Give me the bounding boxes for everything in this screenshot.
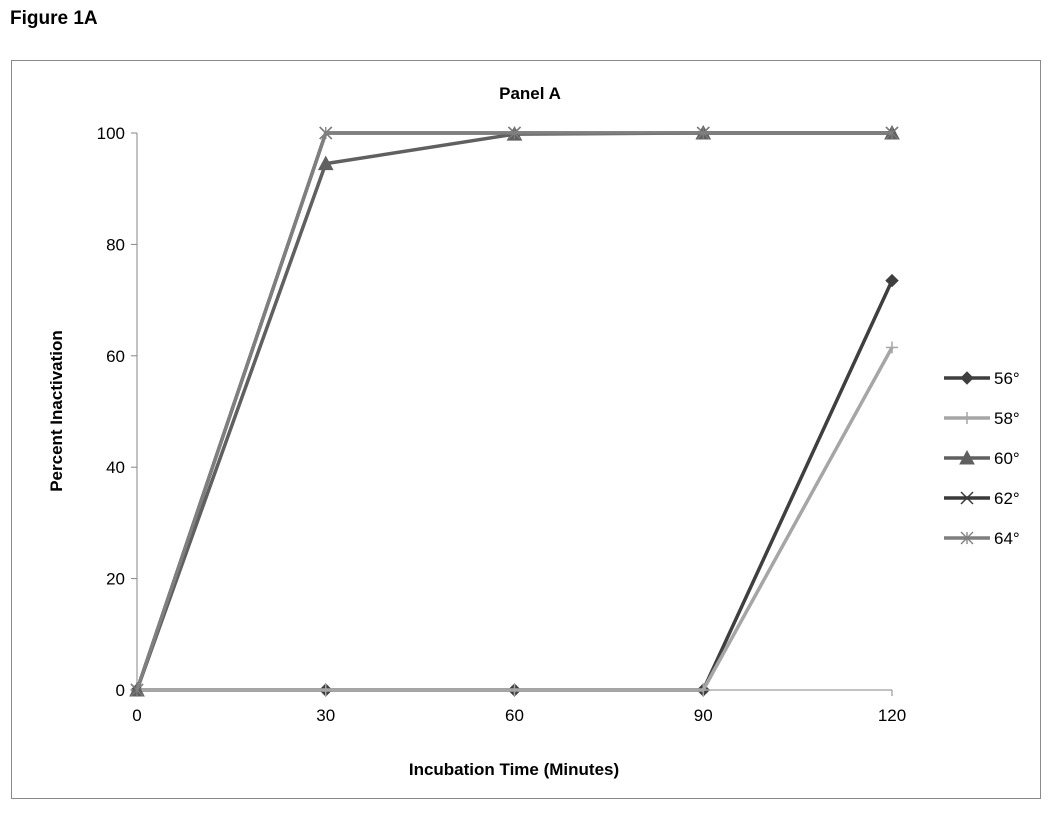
- series-line: [137, 279, 894, 692]
- series-3: [130, 126, 899, 697]
- star-marker: [319, 126, 333, 140]
- x-tick-label: 0: [132, 706, 141, 725]
- y-tick-label: 60: [106, 347, 125, 366]
- legend-label: 56°: [994, 369, 1020, 388]
- series-layer: [129, 124, 900, 697]
- legend-label: 64°: [994, 529, 1020, 548]
- diamond-marker: [885, 273, 899, 288]
- star-marker: [885, 126, 899, 140]
- y-tick-label: 20: [106, 570, 125, 589]
- y-axis-label: Percent Inactivation: [47, 330, 66, 492]
- plus-marker: [319, 684, 332, 696]
- y-tick-label: 80: [106, 235, 125, 254]
- y-tick-label: 100: [97, 124, 125, 143]
- star-marker: [508, 126, 521, 140]
- series-4: [130, 126, 899, 697]
- plus-marker: [697, 684, 710, 696]
- x-marker: [960, 491, 974, 505]
- legend-item-1: 58°: [944, 409, 1020, 428]
- y-tick-label: 40: [106, 458, 125, 477]
- legend-item-4: 64°: [944, 529, 1020, 548]
- x-tick-label: 90: [694, 706, 713, 725]
- x-tick-label: 120: [878, 706, 906, 725]
- legend-item-0: 56°: [944, 369, 1020, 388]
- series-line: [135, 131, 892, 691]
- star-marker: [130, 683, 144, 697]
- series-2: [129, 124, 900, 697]
- chart-frame: Panel A Incubation Time (Minutes) Percen…: [11, 60, 1041, 799]
- plus-marker: [961, 412, 973, 424]
- x-marker-b: [960, 491, 974, 505]
- series-line: [135, 131, 892, 691]
- plus-marker: [886, 341, 898, 354]
- x-tick-label: 60: [505, 706, 524, 725]
- series-line: [135, 131, 892, 691]
- tick-labels: 0 20 40 60 80 100 0 30 60 90 120: [97, 124, 907, 725]
- chart-title: Panel A: [499, 84, 561, 103]
- x-tick-label: 30: [316, 706, 335, 725]
- triangle-marker: [959, 449, 975, 465]
- series-0: [130, 273, 899, 697]
- star-marker: [960, 531, 974, 545]
- legend-label: 60°: [994, 449, 1020, 468]
- legend-item-2: 60°: [944, 449, 1020, 468]
- diamond-marker: [960, 371, 974, 385]
- legend-label: 58°: [994, 409, 1020, 428]
- figure-label: Figure 1A: [10, 8, 98, 29]
- x-axis-label: Incubation Time (Minutes): [409, 760, 619, 779]
- legend: 56° 58° 60° 62° 64°: [944, 369, 1020, 548]
- star-marker: [696, 126, 710, 140]
- y-tick-label: 0: [116, 681, 125, 700]
- legend-item-3: 62°: [944, 489, 1020, 508]
- series-line: [137, 346, 894, 692]
- triangle-marker: [317, 155, 334, 171]
- axes: [131, 132, 893, 696]
- legend-label: 62°: [994, 489, 1020, 508]
- plus-marker: [508, 684, 521, 696]
- line-chart: Panel A Incubation Time (Minutes) Percen…: [47, 84, 1020, 779]
